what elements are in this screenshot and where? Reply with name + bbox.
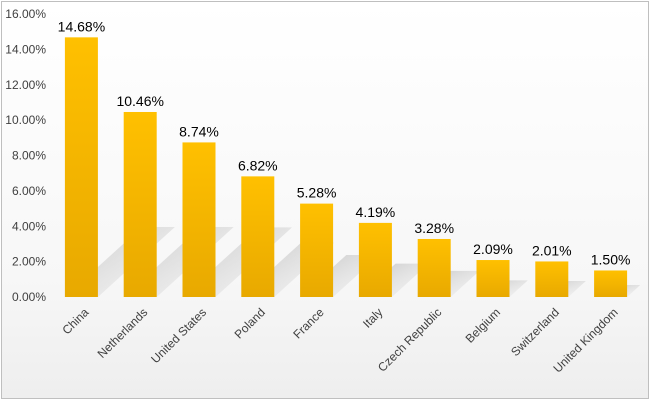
x-tick-label: Switzerland: [508, 305, 562, 359]
bar: [123, 111, 157, 298]
x-tick-label: Poland: [232, 305, 268, 341]
x-tick-label: United States: [148, 305, 209, 366]
y-tick-label: 0.00%: [12, 290, 46, 304]
data-label: 3.28%: [414, 220, 454, 236]
data-label: 14.68%: [58, 18, 105, 34]
y-axis: 0.00% 2.00% 4.00% 6.00% 8.00% 10.00% 12.00% 14.…: [5, 7, 46, 304]
bar: [241, 176, 275, 297]
data-label: 6.82%: [238, 157, 278, 173]
bar: [64, 37, 98, 297]
bar: [300, 203, 334, 297]
data-label: 5.28%: [297, 185, 337, 201]
data-label: 10.46%: [116, 93, 163, 109]
y-tick-label: 10.00%: [5, 113, 46, 127]
data-label: 4.19%: [356, 204, 396, 220]
y-tick-label: 16.00%: [5, 7, 46, 21]
bar: [535, 261, 569, 297]
y-tick-label: 8.00%: [12, 149, 46, 163]
bar: [476, 260, 510, 297]
data-label: 2.09%: [473, 241, 513, 257]
y-tick-label: 6.00%: [12, 184, 46, 198]
x-tick-label: China: [59, 305, 91, 337]
data-label: 8.74%: [179, 123, 219, 139]
data-labels: 14.68% 10.46% 8.74% 6.82% 5.28% 4.19% 3.28% 2.0…: [58, 18, 631, 267]
x-tick-label: Czech Republic: [375, 305, 444, 374]
x-tick-label: Italy: [360, 305, 385, 330]
y-tick-label: 4.00%: [12, 219, 46, 233]
y-tick-label: 14.00%: [5, 42, 46, 56]
x-tick-label: France: [290, 305, 327, 342]
y-tick-label: 12.00%: [5, 78, 46, 92]
bar: [182, 142, 216, 297]
y-tick-label: 2.00%: [12, 255, 46, 269]
bars: [64, 37, 628, 298]
x-tick-label: Netherlands: [95, 305, 151, 361]
bar: [594, 270, 628, 297]
data-label: 1.50%: [591, 251, 631, 267]
bar: [358, 222, 392, 297]
data-label: 2.01%: [532, 242, 572, 258]
x-tick-label: Belgium: [463, 305, 504, 346]
bar: [417, 238, 451, 297]
